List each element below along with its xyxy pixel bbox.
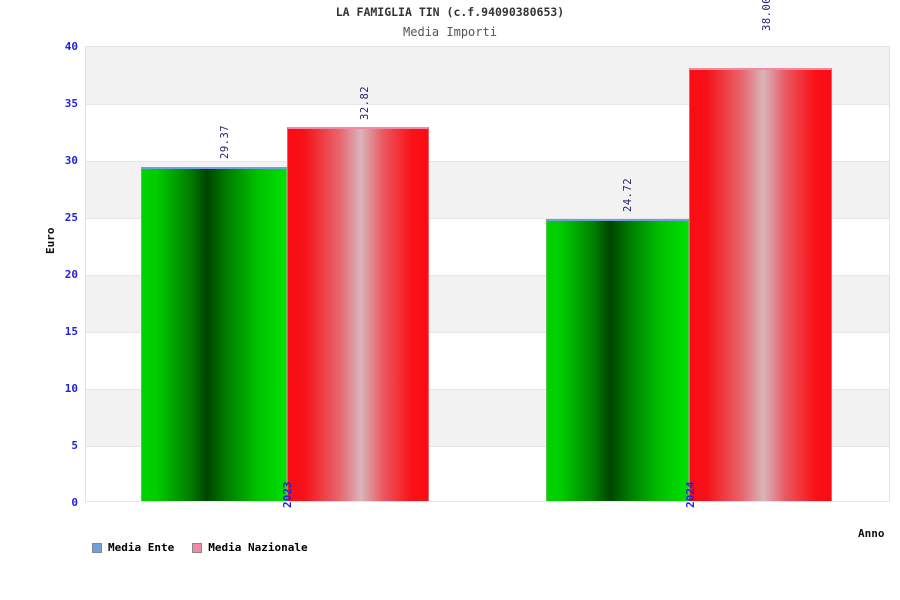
bar-media-nazionale-2024[interactable] [689,68,832,501]
gridline [86,446,889,447]
chart-subtitle: Media Importi [403,25,497,39]
bar-value-label-ente-2023: 29.37 [219,124,231,159]
bar-value-label-nazionale-2024: 38.00 [761,0,773,31]
x-tick-label-2023: 2023 [281,481,294,509]
y-tick-label: 40 [64,40,78,53]
legend-swatch-icon [92,542,102,553]
y-tick-label: 5 [71,439,78,452]
gridline [86,218,889,219]
gridline [86,389,889,390]
x-tick-label-2024: 2024 [684,481,697,509]
legend-item-media-nazionale[interactable]: Media Nazionale [192,541,308,554]
legend-swatch-icon [192,542,203,553]
bar-media-ente-2023[interactable] [141,167,287,501]
bar-value-label-ente-2024: 24.72 [622,177,634,212]
y-tick-label: 20 [64,268,78,281]
legend-label: Media Ente [108,541,175,554]
chart-title: LA FAMIGLIA TIN (c.f.94090380653) [335,5,565,19]
plot-area: 29.37 32.82 24.72 38.00 [85,0,890,502]
legend-label: Media Nazionale [208,541,308,554]
y-tick-label: 0 [71,496,78,509]
legend-item-media-ente[interactable]: Media Ente [92,541,174,554]
y-tick-label: 30 [64,154,78,167]
y-tick-label: 35 [64,97,78,110]
bar-media-ente-2024[interactable] [546,219,689,501]
gridline [86,332,889,333]
gridline [86,104,889,105]
gridline [86,275,889,276]
chart-legend: Media Ente Media Nazionale [92,541,308,554]
y-axis-title: Euro [44,227,57,255]
y-axis-tick-labels: 40 35 30 25 20 15 10 5 0 [28,41,78,508]
y-tick-label: 15 [64,325,78,338]
bar-value-label-nazionale-2023: 32.82 [359,85,371,120]
bar-media-nazionale-2023[interactable] [287,127,429,501]
gridline [86,501,889,502]
x-axis-title: Anno [858,527,885,540]
y-tick-label: 25 [64,211,78,224]
y-tick-label: 10 [64,382,78,395]
gridline [86,161,889,162]
